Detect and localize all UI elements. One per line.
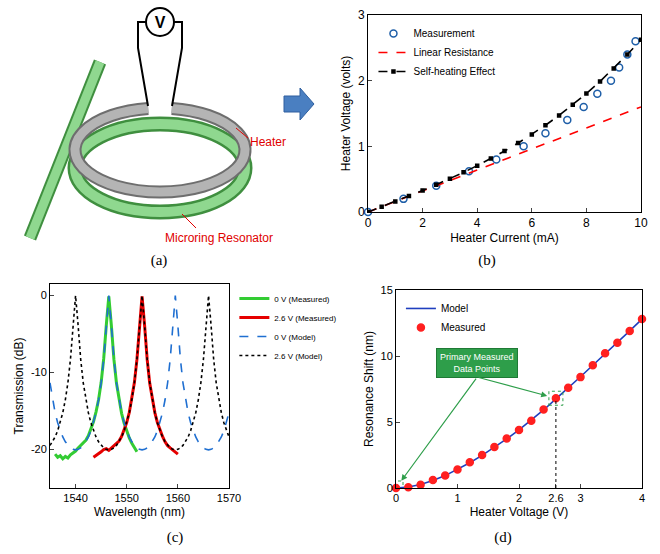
svg-text:Self-heating Effect: Self-heating Effect (413, 66, 495, 77)
svg-text:3: 3 (577, 492, 583, 504)
svg-text:Primary MeasuredData Points: Primary MeasuredData Points (440, 352, 514, 374)
svg-text:0: 0 (387, 482, 393, 494)
svg-text:10: 10 (381, 350, 393, 362)
html-text:(d): (d) (494, 529, 512, 545)
svg-text:1540: 1540 (63, 492, 87, 504)
svg-text:Heater: Heater (250, 135, 286, 149)
svg-text:Resonance Shift (nm): Resonance Shift (nm) (362, 331, 376, 447)
svg-text:Linear Resistance: Linear Resistance (413, 47, 493, 58)
svg-text:6: 6 (528, 216, 535, 230)
svg-text:1: 1 (358, 140, 365, 154)
svg-text:Measurement: Measurement (413, 28, 474, 39)
svg-text:Microring Resonator: Microring Resonator (165, 231, 273, 245)
svg-text:0: 0 (41, 289, 47, 301)
svg-text:1550: 1550 (114, 492, 138, 504)
svg-text:4: 4 (639, 492, 645, 504)
svg-text:1570: 1570 (217, 492, 241, 504)
svg-text:5: 5 (387, 416, 393, 428)
svg-text:2.6 V (Measured): 2.6 V (Measured) (274, 314, 336, 323)
svg-text:Model: Model (441, 303, 468, 314)
svg-text:2.6 V (Model): 2.6 V (Model) (274, 352, 322, 361)
svg-text:Wavelength (nm): Wavelength (nm) (94, 505, 185, 519)
svg-text:0: 0 (365, 216, 372, 230)
svg-text:10: 10 (634, 216, 648, 230)
svg-text:2: 2 (516, 492, 522, 504)
svg-text:0 V (Model): 0 V (Model) (274, 333, 316, 342)
svg-text:-10: -10 (31, 366, 47, 378)
html-text:(b): (b) (478, 252, 496, 268)
svg-text:-20: -20 (31, 443, 47, 455)
svg-text:1560: 1560 (166, 492, 190, 504)
svg-text:0: 0 (358, 205, 365, 219)
svg-text:Measured: Measured (441, 322, 485, 333)
svg-text:2: 2 (419, 216, 426, 230)
svg-text:Heater Voltage (volts): Heater Voltage (volts) (339, 56, 353, 171)
svg-text:0: 0 (393, 492, 399, 504)
svg-text:2.6: 2.6 (548, 492, 563, 504)
svg-text:Heater Current (mA): Heater Current (mA) (450, 231, 559, 245)
svg-text:0 V (Measured): 0 V (Measured) (274, 295, 329, 304)
svg-text:3: 3 (358, 8, 365, 22)
svg-text:Transmission (dB): Transmission (dB) (12, 338, 26, 435)
svg-text:15: 15 (381, 284, 393, 296)
svg-text:8: 8 (583, 216, 590, 230)
html-text:(a): (a) (150, 252, 168, 268)
svg-text:V: V (155, 14, 166, 31)
svg-text:Heater Voltage (V): Heater Voltage (V) (470, 505, 569, 519)
html-text:(c): (c) (166, 529, 184, 545)
svg-text:2: 2 (358, 74, 365, 88)
svg-text:4: 4 (474, 216, 481, 230)
svg-text:1: 1 (454, 492, 460, 504)
